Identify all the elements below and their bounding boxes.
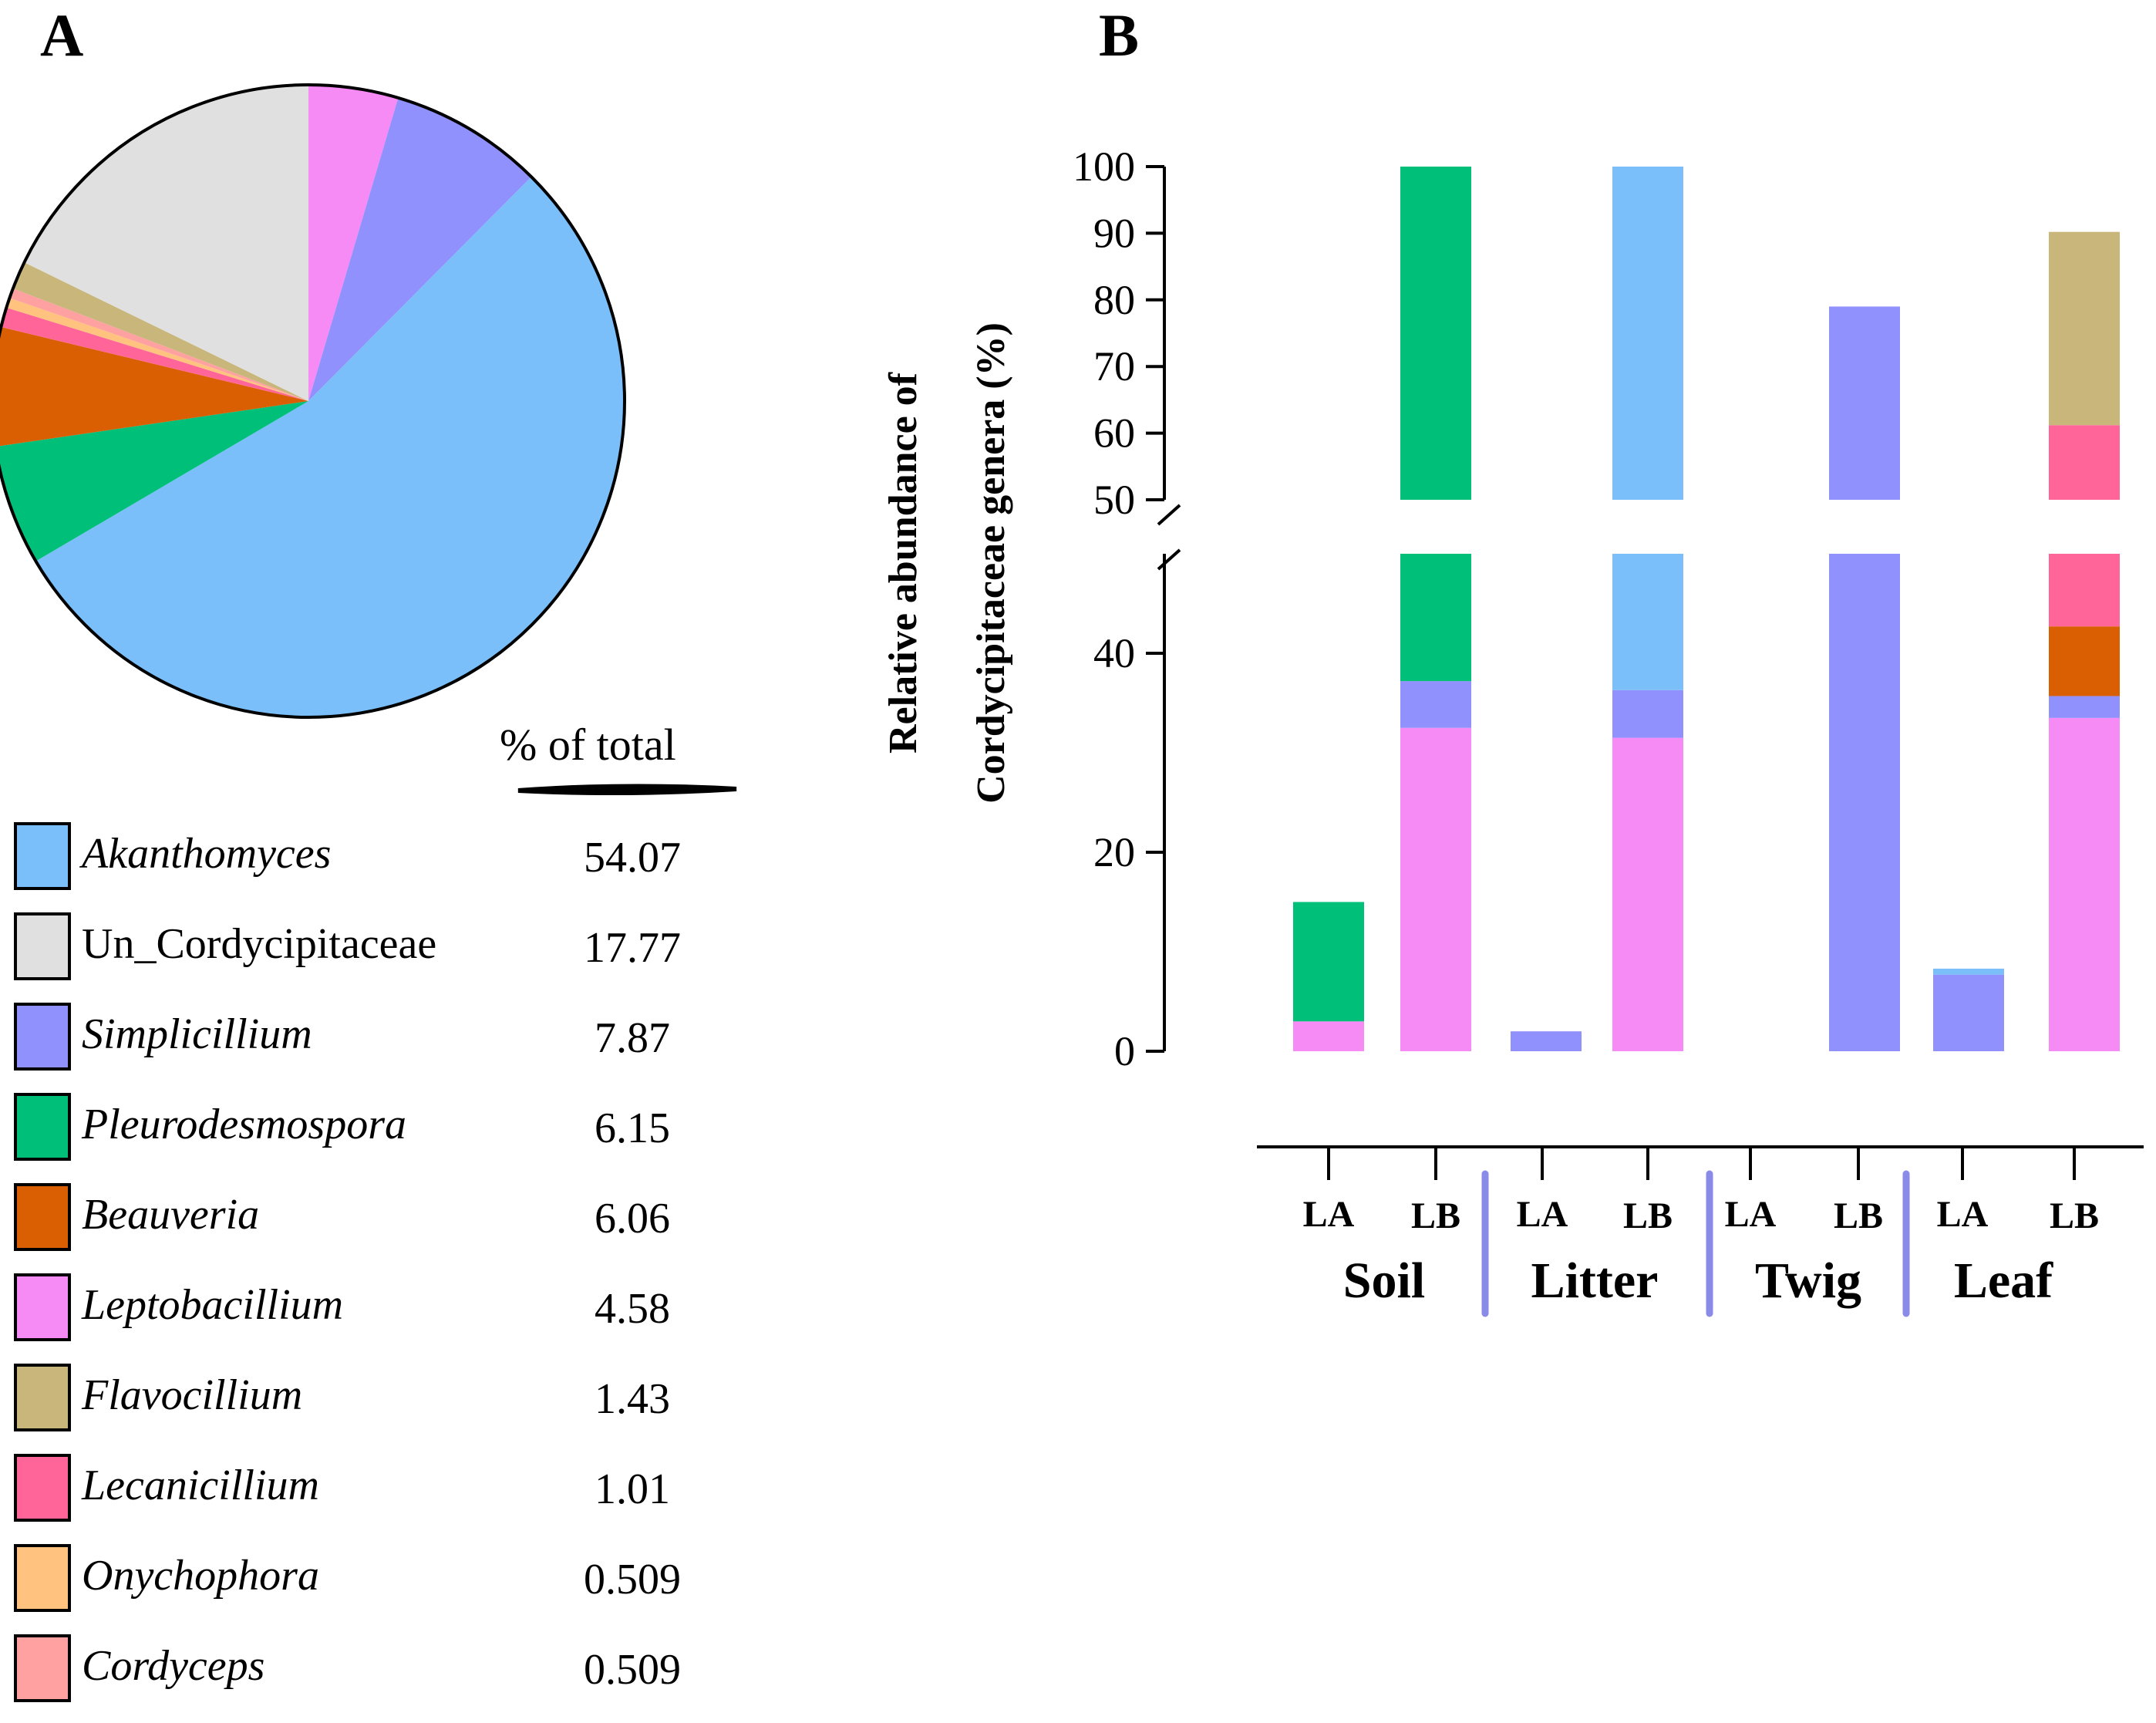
bar-series [1293, 167, 2120, 1051]
y-tick-label: 20 [1093, 829, 1135, 875]
bar-leptobacillium [1612, 737, 1683, 1051]
panel-label-a: A [40, 2, 83, 69]
y-tick-label: 60 [1093, 410, 1135, 457]
x-group-label: Twig [1755, 1253, 1861, 1309]
pie-slice-lecanicillium [1, 307, 308, 401]
legend-swatch [14, 1183, 71, 1251]
pie-slice-beauveria [0, 326, 308, 447]
pie-outline [0, 83, 626, 719]
bar-simplicillium [1400, 681, 1471, 728]
x-group-label: Leaf [1954, 1253, 2053, 1309]
legend-column-header: % of total [500, 720, 676, 770]
legend-label: Un_Cordycipitaceae [82, 920, 436, 968]
x-category-label: LB [2050, 1195, 2099, 1236]
legend-swatch [14, 912, 71, 980]
bar-simplicillium [1511, 1031, 1582, 1051]
legend-swatch [14, 822, 71, 890]
legend-value: 7.87 [595, 1014, 670, 1062]
legend-label: Akanthomyces [79, 830, 331, 878]
legend-swatch [14, 1093, 71, 1161]
x-category-label: LA [1517, 1194, 1568, 1235]
x-category-label: LB [1623, 1195, 1673, 1236]
legend-swatch [14, 1273, 71, 1341]
bar-leptobacillium [1293, 1021, 1364, 1051]
legend-value: 4.58 [595, 1285, 670, 1333]
bar-leptobacillium [1400, 727, 1471, 1051]
pie-chart [0, 83, 626, 719]
y-tick-label: 40 [1093, 630, 1135, 676]
bar-flavocillium [2049, 231, 2120, 426]
legend-header-underline [517, 784, 737, 796]
bar-lecanicillium [2049, 554, 2120, 627]
x-group-label: Soil [1343, 1253, 1425, 1309]
y-axis-break-mark [1157, 548, 1181, 571]
legend-value: 54.07 [584, 834, 681, 882]
y-axis: 50 60 70 80 90 100 0 20 40 [1073, 143, 1181, 1074]
bar-simplicillium [1829, 554, 1900, 1051]
pie-slice-flavocillium [12, 262, 309, 401]
bar-simplicillium [1829, 306, 1900, 500]
bar-pleurodesmospora [1293, 902, 1364, 1022]
legend-label: Onychophora [82, 1552, 319, 1600]
legend-swatch [14, 1454, 71, 1522]
y-tick-label: 80 [1093, 277, 1135, 323]
y-tick-label: 70 [1093, 343, 1135, 389]
legend-swatch [14, 1634, 71, 1702]
bar-beauveria [2049, 626, 2120, 696]
legend-value: 1.01 [595, 1465, 670, 1513]
legend-value: 6.15 [595, 1104, 670, 1152]
legend-label: Leptobacillium [81, 1281, 343, 1329]
bar-simplicillium [2049, 696, 2120, 718]
legend-value: 17.77 [584, 924, 681, 972]
bar-lecanicillium [2049, 425, 2120, 500]
legend-swatch [14, 1003, 71, 1071]
panel-label-b: B [1099, 2, 1139, 69]
legend-swatch [14, 1364, 71, 1431]
legend-value: 0.509 [584, 1556, 681, 1603]
bar-akanthomyces [1612, 554, 1683, 690]
x-axis: LA LB LA LB LA LB LA LB Soil Litter Twig Leaf [1257, 1145, 2144, 1317]
legend-value: 0.509 [584, 1646, 681, 1694]
legend-value: 6.06 [595, 1195, 670, 1243]
y-axis-break-mark [1157, 504, 1181, 526]
pie-slice-leptobacillium [308, 85, 399, 401]
legend: Akanthomyces 54.07 Un_Cordycipitaceae 17.77… [14, 822, 681, 1702]
legend-value: 1.43 [595, 1375, 670, 1423]
legend-label: Simplicillium [82, 1010, 312, 1058]
bar-pleurodesmospora [1400, 554, 1471, 682]
bar-akanthomyces [1933, 968, 2004, 975]
pie-slice-simplicillium [308, 97, 532, 402]
pie-slice-un-cordycipitaceae [24, 85, 308, 401]
bar-pleurodesmospora [1400, 167, 1471, 500]
x-category-label: LB [1834, 1195, 1883, 1236]
x-category-label: LB [1411, 1195, 1460, 1236]
legend-label: Beauveria [82, 1191, 259, 1239]
x-category-label: LA [1937, 1194, 1989, 1235]
y-tick-label: 90 [1093, 210, 1135, 256]
bar-simplicillium [1933, 974, 2004, 1051]
legend-swatch [14, 1544, 71, 1612]
x-category-label: LA [1303, 1194, 1355, 1235]
y-tick-label: 50 [1093, 477, 1135, 523]
y-axis-label-line1: Relative abundance of [881, 372, 925, 754]
pie-slice-onychophora [6, 298, 308, 401]
bar-chart: Relative abundance of Cordycipitaceae ge… [881, 143, 2144, 1317]
y-tick-label: 100 [1073, 143, 1135, 190]
pie-slice-pleurodesmospora [0, 401, 308, 561]
legend-label: Flavocillium [81, 1371, 302, 1419]
y-axis-label-line2: Cordycipitaceae genera (%) [969, 322, 1013, 804]
legend-label: Lecanicillium [81, 1462, 319, 1509]
legend-label: Cordyceps [82, 1642, 264, 1690]
bar-akanthomyces [1612, 167, 1683, 500]
y-tick-label: 0 [1114, 1028, 1135, 1074]
pie-slice-akanthomyces [35, 177, 625, 717]
x-group-label: Litter [1531, 1253, 1659, 1309]
bar-simplicillium [1612, 690, 1683, 738]
pie-slice-cordyceps [9, 288, 308, 401]
bar-leptobacillium [2049, 717, 2120, 1051]
legend-label: Pleurodesmospora [81, 1101, 406, 1148]
x-category-label: LA [1725, 1194, 1777, 1235]
